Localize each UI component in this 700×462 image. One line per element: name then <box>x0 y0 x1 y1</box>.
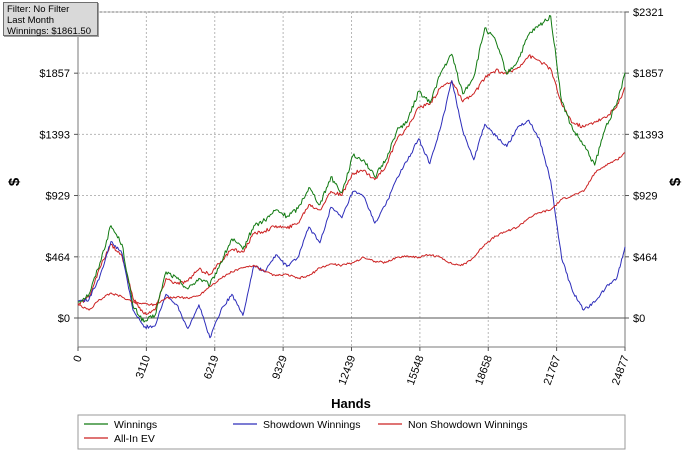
x-axis-title: Hands <box>331 396 371 411</box>
y-tick-label-left: $1857 <box>39 68 70 80</box>
y-tick-label-right: $2321 <box>633 7 664 19</box>
legend-label: Winnings <box>114 419 157 431</box>
winnings-label: Winnings: $1861.50 <box>7 26 91 37</box>
x-tick-label: 15548 <box>405 354 427 387</box>
y-tick-label-left: $0 <box>58 313 70 325</box>
x-tick-label: 0 <box>71 354 84 364</box>
x-tick-label: 9329 <box>270 354 290 381</box>
legend-label: All-In EV <box>114 433 155 445</box>
x-tick-label: 18658 <box>473 354 495 387</box>
legend: Winnings Showdown Winnings Non Showdown Wi… <box>84 419 528 445</box>
y-tick-label-right: $0 <box>633 313 645 325</box>
x-axis: 0 3110 6219 9329 12439 15548 18658 21767 24877 <box>71 347 632 387</box>
series-line-non-showdown-winnings <box>77 152 626 311</box>
x-tick-label: 12439 <box>337 354 359 387</box>
filter-label: Filter: No Filter <box>7 4 70 15</box>
y-tick-label-right: $1857 <box>633 68 664 80</box>
plot-area <box>77 11 626 348</box>
filter-info-box: Filter: No Filter Last Month Winnings: $… <box>3 2 98 37</box>
legend-box <box>77 414 626 450</box>
y-tick-label-left: $464 <box>46 252 70 264</box>
period-label: Last Month <box>7 15 54 26</box>
series-line-all-in-ev <box>77 54 626 316</box>
y-axis-right: $0 $464 $929 $1393 $1857 $2321 <box>625 7 664 325</box>
x-tick-label: 24877 <box>610 354 632 387</box>
y-tick-label-right: $1393 <box>633 129 664 141</box>
x-tick-label: 3110 <box>134 354 153 380</box>
series-group <box>77 15 626 339</box>
y-tick-label-right: $464 <box>633 252 657 264</box>
x-tick-label: 21767 <box>542 354 564 387</box>
legend-label: Showdown Winnings <box>263 419 360 431</box>
legend-label: Non Showdown Winnings <box>408 419 528 431</box>
y-tick-label-left: $1393 <box>39 129 70 141</box>
x-tick-label: 6219 <box>202 354 222 381</box>
y-tick-label-right: $929 <box>633 191 657 203</box>
y-axis-left: $0$464$929$1393$1857$2321 <box>39 7 78 325</box>
y-axis-title-right: $ <box>667 177 684 186</box>
y-tick-label-left: $929 <box>46 191 70 203</box>
y-axis-title-left: $ <box>6 177 23 186</box>
series-line-winnings <box>77 15 626 323</box>
